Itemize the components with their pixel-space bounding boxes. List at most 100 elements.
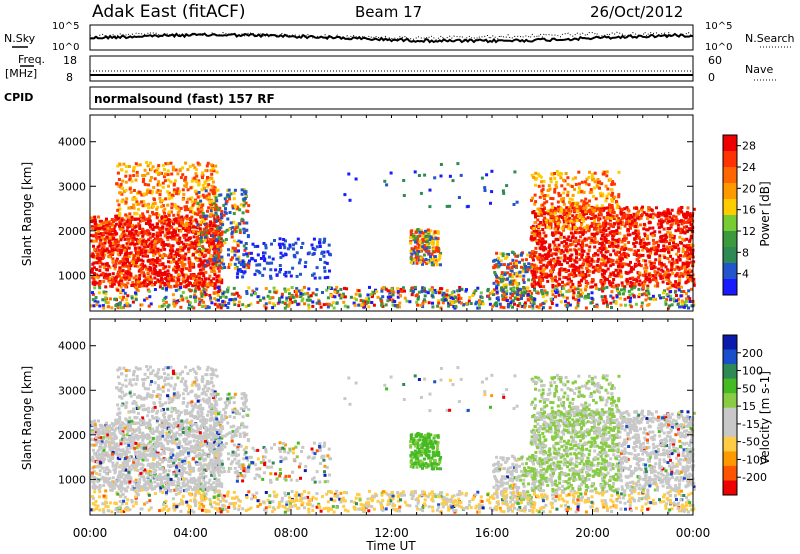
power-cell (651, 234, 655, 238)
power-cell (553, 187, 557, 191)
power-cell (571, 268, 575, 272)
power-cell (631, 267, 634, 271)
power-cell (494, 272, 497, 276)
power-cell (637, 232, 641, 236)
power-cell (162, 243, 166, 247)
power-cell (600, 182, 604, 186)
power-cell (595, 230, 599, 234)
power-cell (647, 273, 651, 277)
power-cell (505, 255, 509, 259)
power-cell (602, 228, 605, 232)
power-cell (179, 176, 183, 180)
power-cell (600, 258, 604, 262)
power-cell (660, 249, 664, 252)
power-cell (277, 242, 281, 246)
power-cell (146, 275, 150, 279)
power-cell (172, 213, 176, 217)
power-cell (187, 227, 191, 231)
power-cell (183, 177, 187, 181)
power-cell (429, 241, 433, 245)
power-cell (602, 244, 606, 247)
power-cell (653, 230, 657, 234)
power-cell (119, 191, 123, 195)
power-cell (495, 279, 498, 283)
power-cell (175, 206, 179, 210)
power-cell (207, 251, 211, 254)
power-cell (501, 252, 505, 256)
power-cell (530, 291, 533, 295)
power-cell (441, 301, 445, 305)
power-cell (210, 184, 214, 188)
power-cell (609, 272, 613, 276)
power-cell (672, 236, 676, 240)
power-cell (95, 256, 99, 260)
power-cell (122, 274, 126, 277)
power-cell (610, 188, 614, 192)
power-cell (627, 247, 631, 251)
power-cell (600, 244, 604, 248)
power-cell (452, 290, 456, 294)
power-cell (172, 275, 176, 279)
power-cell (142, 192, 146, 196)
power-cell (678, 278, 682, 282)
power-cell (627, 209, 631, 213)
power-cell (207, 305, 211, 309)
power-cell (103, 237, 107, 241)
power-cell (595, 264, 599, 267)
power-cell (126, 237, 130, 241)
power-cell (669, 212, 672, 216)
power-cell (601, 254, 605, 258)
power-cell (287, 304, 291, 308)
power-cell (606, 305, 609, 309)
power-cell (590, 239, 594, 242)
power-cell (518, 302, 522, 305)
freq-tick-top: 18 (63, 54, 77, 67)
power-cell (213, 286, 217, 290)
power-cell (233, 303, 237, 306)
power-cell (627, 263, 631, 267)
power-cell (605, 194, 609, 198)
power-cell (611, 214, 615, 218)
power-cell (389, 289, 393, 293)
power-cell (673, 245, 677, 248)
power-cell (602, 208, 606, 212)
power-cell (640, 301, 644, 305)
power-cell (625, 220, 629, 224)
power-cell (128, 272, 132, 276)
power-cell (571, 193, 575, 197)
power-cell (213, 217, 217, 221)
power-cell (532, 278, 536, 282)
power-cell (688, 245, 692, 249)
power-cell (170, 206, 174, 210)
power-cell (148, 179, 152, 183)
power-cell (618, 251, 622, 254)
power-cell (629, 296, 632, 300)
power-cell (503, 271, 507, 275)
power-cell (415, 254, 419, 258)
power-cell (116, 171, 120, 175)
power-cell (522, 286, 526, 290)
power-cell (610, 241, 614, 245)
power-cell (302, 285, 306, 289)
power-cell (543, 289, 547, 293)
power-cell (597, 249, 601, 253)
power-cell (220, 261, 224, 265)
power-cell (96, 230, 100, 233)
power-cell (105, 268, 109, 272)
power-cell (530, 269, 534, 273)
power-cell (542, 179, 546, 183)
power-cell (97, 258, 101, 262)
power-cell (530, 198, 533, 202)
power-cell (183, 257, 187, 261)
power-cell (583, 225, 587, 229)
power-cell (150, 167, 154, 171)
power-cell (564, 303, 568, 307)
power-cell (511, 279, 515, 283)
power-cell (217, 235, 221, 239)
power-cell (215, 263, 219, 267)
power-cell (185, 214, 189, 218)
power-cell (652, 265, 656, 268)
power-cell (539, 271, 543, 274)
power-cell (300, 299, 304, 303)
power-cell (233, 266, 237, 270)
